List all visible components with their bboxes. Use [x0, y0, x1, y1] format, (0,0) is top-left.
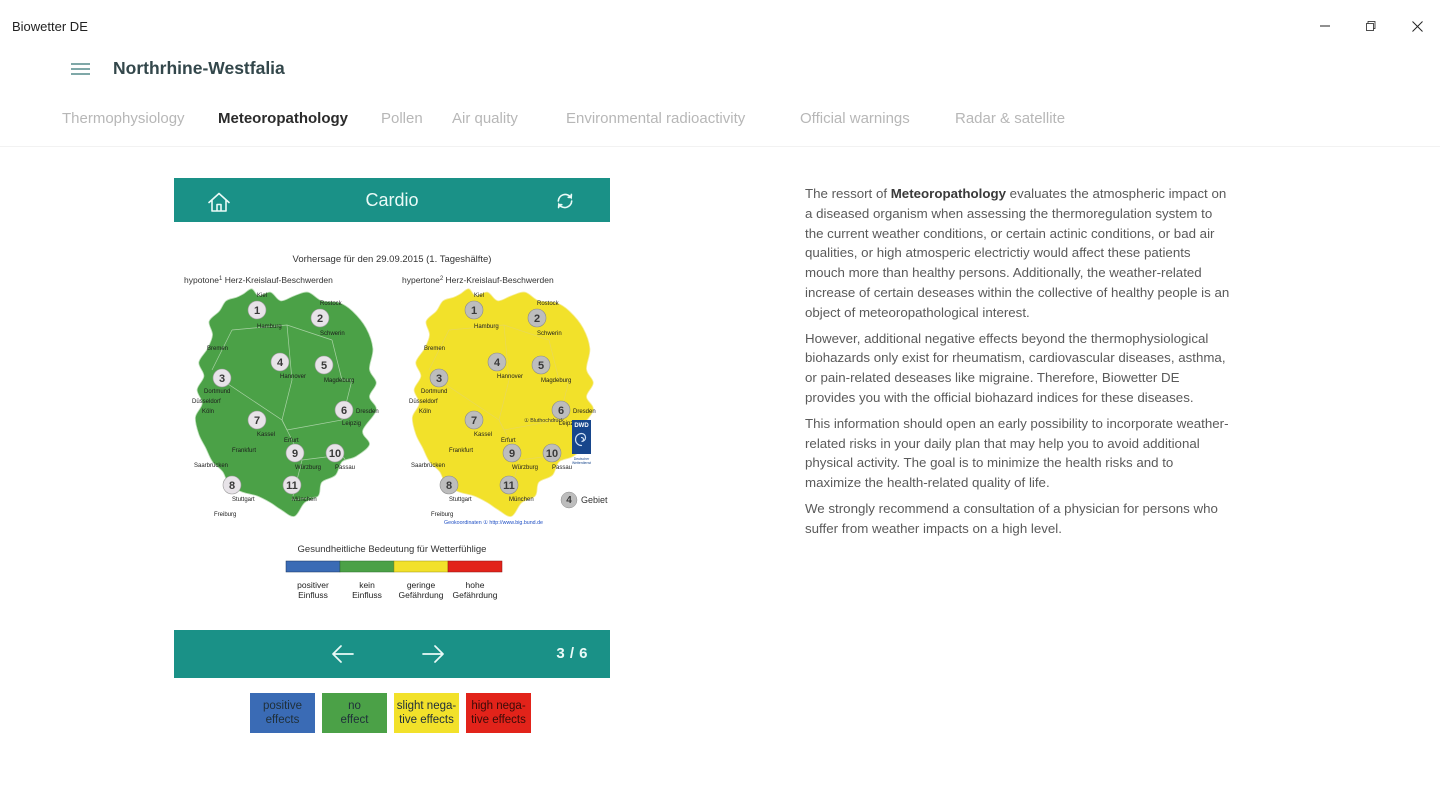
svg-text:Rostock: Rostock: [320, 301, 343, 307]
svg-text:Wetterdienst: Wetterdienst: [572, 461, 591, 465]
svg-text:Magdeburg: Magdeburg: [324, 378, 354, 384]
svg-text:Bremen: Bremen: [207, 346, 228, 352]
svg-text:2: 2: [534, 313, 540, 325]
svg-text:5: 5: [538, 360, 544, 372]
svg-text:Frankfurt: Frankfurt: [232, 448, 256, 454]
svg-text:9: 9: [509, 448, 515, 460]
svg-text:Gefährdung: Gefährdung: [399, 590, 444, 600]
svg-text:Frankfurt: Frankfurt: [449, 448, 473, 454]
svg-text:4: 4: [494, 357, 501, 369]
svg-text:Würzburg: Würzburg: [512, 465, 538, 471]
svg-text:Stuttgart: Stuttgart: [449, 497, 472, 503]
svg-text:1: 1: [471, 305, 477, 317]
svg-text:Dresden: Dresden: [573, 409, 596, 415]
svg-text:Köln: Köln: [202, 409, 214, 415]
svg-text:11: 11: [286, 480, 298, 492]
svg-text:Dortmund: Dortmund: [204, 389, 230, 395]
svg-text:① Bluthochdruck: ① Bluthochdruck: [524, 418, 564, 424]
svg-text:Saarbrücken: Saarbrücken: [194, 463, 228, 469]
svg-text:Gesundheitliche Bedeutung für: Gesundheitliche Bedeutung für Wetterfühl…: [298, 544, 487, 555]
svg-text:3: 3: [219, 373, 225, 385]
svg-text:Saarbrücken: Saarbrücken: [411, 463, 445, 469]
svg-text:3: 3: [436, 373, 442, 385]
svg-text:Freiburg: Freiburg: [431, 512, 453, 518]
svg-text:Kassel: Kassel: [474, 432, 492, 438]
svg-text:München: München: [292, 497, 317, 503]
svg-text:Rostock: Rostock: [537, 301, 560, 307]
svg-text:Gefährdung: Gefährdung: [453, 590, 498, 600]
svg-text:hypotone1 Herz-Kreislauf-Besch: hypotone1 Herz-Kreislauf-Beschwerden: [184, 275, 333, 285]
svg-text:10: 10: [329, 448, 341, 460]
svg-text:4: 4: [277, 357, 284, 369]
svg-text:Hamburg: Hamburg: [474, 324, 499, 330]
svg-text:Erfurt: Erfurt: [284, 438, 299, 444]
svg-text:Dortmund: Dortmund: [421, 389, 447, 395]
svg-text:Einfluss: Einfluss: [352, 590, 382, 600]
svg-text:11: 11: [503, 480, 515, 492]
svg-text:Kiel: Kiel: [257, 293, 267, 299]
svg-text:Geokoordinaten ① http://www.bi: Geokoordinaten ① http://www.big.bund.de: [444, 520, 543, 526]
svg-text:kein: kein: [359, 580, 375, 590]
svg-text:7: 7: [254, 415, 260, 427]
svg-text:positiver: positiver: [297, 580, 329, 590]
svg-text:Schwerin: Schwerin: [320, 331, 345, 337]
svg-text:geringe: geringe: [407, 580, 436, 590]
svg-text:Einfluss: Einfluss: [298, 590, 328, 600]
svg-text:Gebiet: Gebiet: [581, 495, 608, 505]
svg-text:5: 5: [321, 360, 327, 372]
svg-text:2: 2: [317, 313, 323, 325]
svg-text:Hannover: Hannover: [280, 374, 306, 380]
svg-text:9: 9: [292, 448, 298, 460]
svg-text:4: 4: [566, 495, 572, 506]
svg-text:Hannover: Hannover: [497, 374, 523, 380]
svg-text:Dresden: Dresden: [356, 409, 379, 415]
svg-text:Würzburg: Würzburg: [295, 465, 321, 471]
svg-text:München: München: [509, 497, 534, 503]
svg-text:Kassel: Kassel: [257, 432, 275, 438]
svg-text:Magdeburg: Magdeburg: [541, 378, 571, 384]
svg-text:Stuttgart: Stuttgart: [232, 497, 255, 503]
svg-text:1: 1: [254, 305, 260, 317]
svg-text:Schwerin: Schwerin: [537, 331, 562, 337]
svg-text:Leipzig: Leipzig: [342, 421, 361, 427]
svg-text:hypertone2 Herz-Kreislauf-Besc: hypertone2 Herz-Kreislauf-Beschwerden: [402, 275, 554, 285]
svg-text:Bremen: Bremen: [424, 346, 445, 352]
svg-text:Kiel: Kiel: [474, 293, 484, 299]
svg-text:Erfurt: Erfurt: [501, 438, 516, 444]
svg-text:hohe: hohe: [466, 580, 485, 590]
svg-text:Hamburg: Hamburg: [257, 324, 282, 330]
svg-text:DWD: DWD: [574, 423, 589, 429]
svg-text:6: 6: [341, 405, 347, 417]
svg-text:Vorhersage für den 29.09.2015: Vorhersage für den 29.09.2015 (1. Tagesh…: [293, 254, 492, 265]
svg-text:Passau: Passau: [552, 465, 572, 471]
svg-text:10: 10: [546, 448, 558, 460]
svg-text:8: 8: [446, 480, 452, 492]
svg-text:7: 7: [471, 415, 477, 427]
svg-text:Freiburg: Freiburg: [214, 512, 236, 518]
svg-text:Düsseldorf: Düsseldorf: [192, 399, 221, 405]
svg-text:Düsseldorf: Düsseldorf: [409, 399, 438, 405]
svg-text:6: 6: [558, 405, 564, 417]
svg-text:Köln: Köln: [419, 409, 431, 415]
svg-text:8: 8: [229, 480, 235, 492]
svg-text:Passau: Passau: [335, 465, 355, 471]
